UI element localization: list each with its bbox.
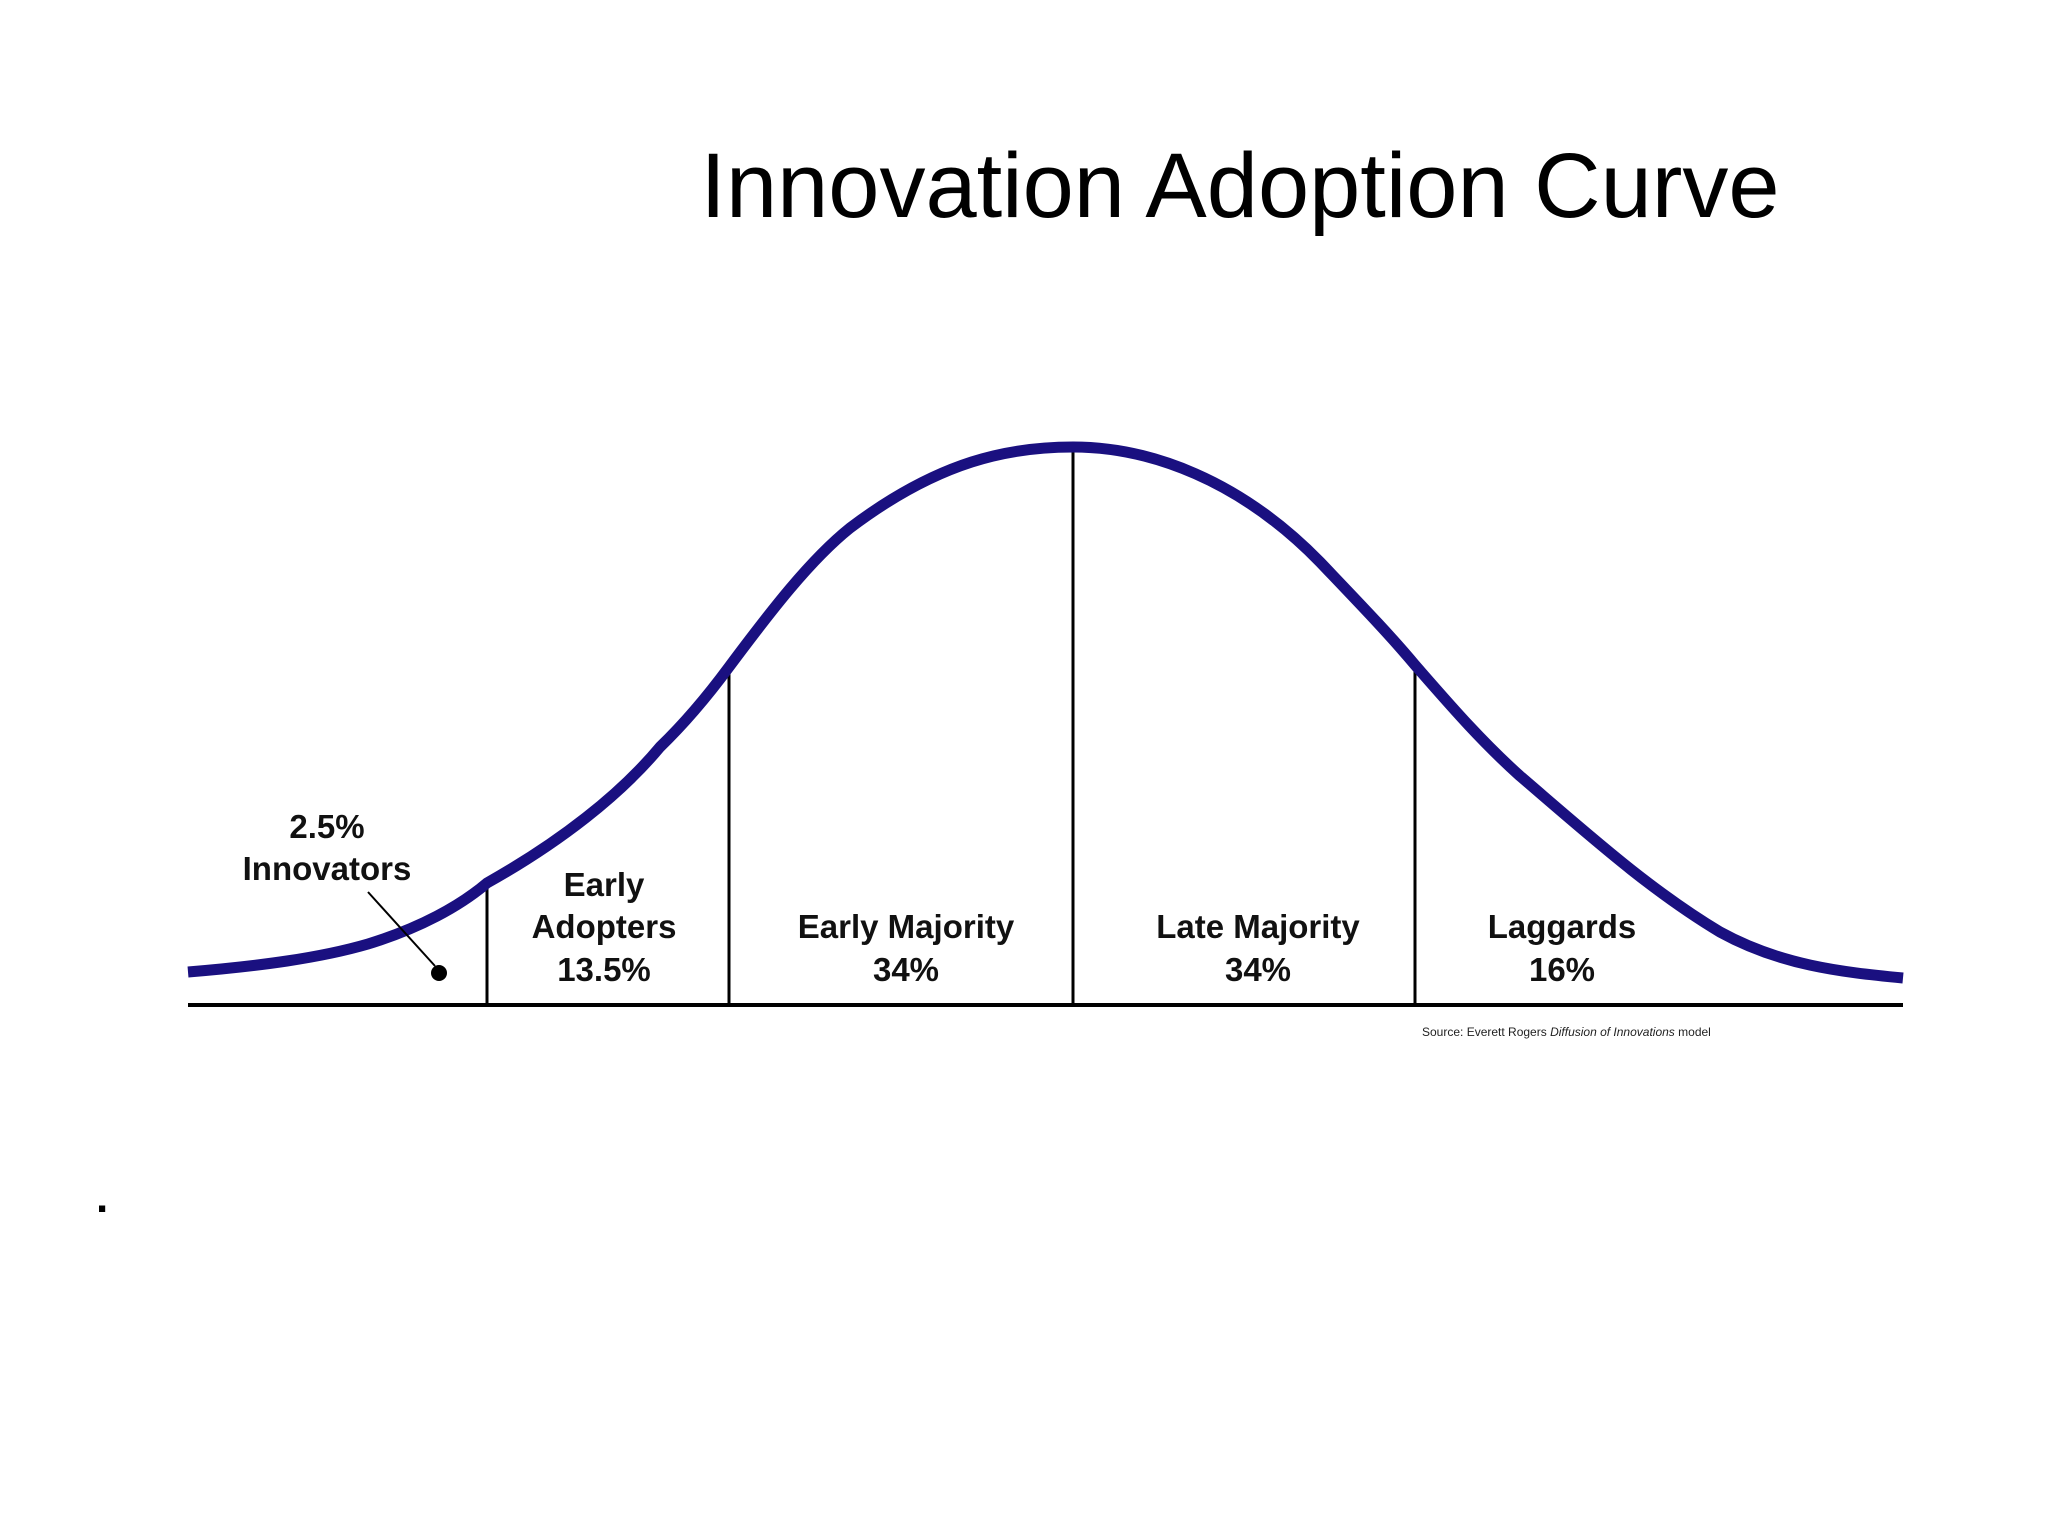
- late-majority-percent: 34%: [1225, 951, 1291, 988]
- source-note: Source: Everett Rogers Diffusion of Inno…: [1422, 1025, 1711, 1039]
- early-adopters-label-line1: Early: [564, 866, 645, 903]
- bell-curve: [187, 441, 1904, 984]
- early-majority-label: Early Majority: [798, 908, 1015, 945]
- laggards-percent: 16%: [1529, 951, 1595, 988]
- innovators-pointer-dot: [431, 965, 447, 981]
- early-adopters-label-line2: Adopters: [532, 908, 677, 945]
- source-suffix: model: [1675, 1025, 1711, 1039]
- late-majority-label: Late Majority: [1156, 908, 1360, 945]
- early-majority-percent: 34%: [873, 951, 939, 988]
- innovators-pointer-line: [367, 891, 436, 967]
- source-prefix: Source: Everett Rogers: [1422, 1025, 1550, 1039]
- laggards-label: Laggards: [1488, 908, 1637, 945]
- bullet-dot: .: [96, 1173, 109, 1222]
- slide-title: Innovation Adoption Curve: [700, 135, 1780, 237]
- innovators-label: Innovators: [243, 850, 412, 887]
- innovators-percent: 2.5%: [289, 808, 364, 845]
- source-work: Diffusion of Innovations: [1550, 1025, 1675, 1039]
- early-adopters-percent: 13.5%: [557, 951, 651, 988]
